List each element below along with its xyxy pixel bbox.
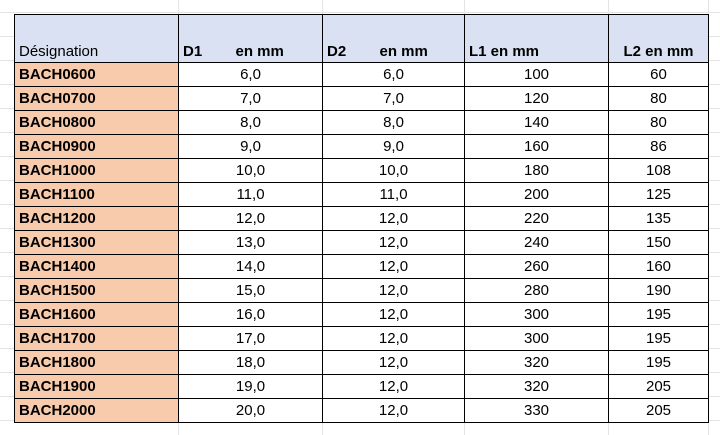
value-cell: 20,0 [178, 398, 323, 423]
header-row: Désignation D1 en mm D2 en mm L1 en mm L2 en… [14, 14, 709, 63]
table-row: BACH0700 7,0 7,0 120 80 [14, 86, 709, 111]
value-cell: 280 [464, 278, 609, 303]
value-cell: 80 [608, 86, 709, 111]
value-cell: 9,0 [178, 134, 323, 159]
designation-cell: BACH1800 [14, 350, 179, 375]
value-cell: 330 [464, 398, 609, 423]
table-row: BACH0800 8,0 8,0 140 80 [14, 110, 709, 135]
designation-cell: BACH0700 [14, 86, 179, 111]
value-cell: 205 [608, 398, 709, 423]
value-cell: 190 [608, 278, 709, 303]
value-cell: 200 [464, 182, 609, 207]
designation-cell: BACH0900 [14, 134, 179, 159]
value-cell: 205 [608, 374, 709, 399]
designation-cell: BACH1100 [14, 182, 179, 207]
value-cell: 12,0 [322, 350, 465, 375]
value-cell: 12,0 [322, 374, 465, 399]
value-cell: 13,0 [178, 230, 323, 255]
header-cell: L2 en mm [608, 14, 709, 63]
value-cell: 195 [608, 350, 709, 375]
value-cell: 220 [464, 206, 609, 231]
table-row: BACH1600 16,0 12,0 300 195 [14, 302, 709, 327]
designation-cell: BACH1200 [14, 206, 179, 231]
value-cell: 12,0 [322, 326, 465, 351]
header-cell: L1 en mm [464, 14, 609, 63]
value-cell: 125 [608, 182, 709, 207]
value-cell: 160 [608, 254, 709, 279]
table-row: BACH1100 11,0 11,0 200 125 [14, 182, 709, 207]
table-row: BACH1400 14,0 12,0 260 160 [14, 254, 709, 279]
value-cell: 12,0 [178, 206, 323, 231]
table-row: BACH2000 20,0 12,0 330 205 [14, 398, 709, 423]
value-cell: 9,0 [322, 134, 465, 159]
value-cell: 180 [464, 158, 609, 183]
designation-cell: BACH1000 [14, 158, 179, 183]
table-row: BACH1700 17,0 12,0 300 195 [14, 326, 709, 351]
value-cell: 320 [464, 374, 609, 399]
value-cell: 19,0 [178, 374, 323, 399]
designation-cell: BACH0800 [14, 110, 179, 135]
designation-cell: BACH1500 [14, 278, 179, 303]
designation-cell: BACH1600 [14, 302, 179, 327]
table-row: BACH1000 10,0 10,0 180 108 [14, 158, 709, 183]
value-cell: 14,0 [178, 254, 323, 279]
value-cell: 60 [608, 62, 709, 87]
value-cell: 17,0 [178, 326, 323, 351]
designation-cell: BACH1700 [14, 326, 179, 351]
value-cell: 18,0 [178, 350, 323, 375]
value-cell: 10,0 [178, 158, 323, 183]
value-cell: 11,0 [178, 182, 323, 207]
value-cell: 12,0 [322, 206, 465, 231]
value-cell: 120 [464, 86, 609, 111]
value-cell: 8,0 [322, 110, 465, 135]
table-row: BACH1800 18,0 12,0 320 195 [14, 350, 709, 375]
designation-cell: BACH1400 [14, 254, 179, 279]
designation-cell: BACH0600 [14, 62, 179, 87]
designation-cell: BACH1300 [14, 230, 179, 255]
table-row: BACH1200 12,0 12,0 220 135 [14, 206, 709, 231]
value-cell: 10,0 [322, 158, 465, 183]
table-row: BACH1500 15,0 12,0 280 190 [14, 278, 709, 303]
header-cell: D1 en mm [178, 14, 323, 63]
value-cell: 80 [608, 110, 709, 135]
value-cell: 12,0 [322, 398, 465, 423]
value-cell: 12,0 [322, 278, 465, 303]
value-cell: 300 [464, 302, 609, 327]
value-cell: 8,0 [178, 110, 323, 135]
header-cell: D2 en mm [322, 14, 465, 63]
value-cell: 195 [608, 302, 709, 327]
value-cell: 12,0 [322, 302, 465, 327]
value-cell: 135 [608, 206, 709, 231]
data-table: Désignation D1 en mm D2 en mm L1 en mm L2 en… [14, 14, 709, 423]
value-cell: 260 [464, 254, 609, 279]
value-cell: 6,0 [178, 62, 323, 87]
table-row: BACH0600 6,0 6,0 100 60 [14, 62, 709, 87]
value-cell: 86 [608, 134, 709, 159]
table-row: BACH0900 9,0 9,0 160 86 [14, 134, 709, 159]
value-cell: 12,0 [322, 254, 465, 279]
table-row: BACH1900 19,0 12,0 320 205 [14, 374, 709, 399]
designation-cell: BACH1900 [14, 374, 179, 399]
value-cell: 150 [608, 230, 709, 255]
value-cell: 240 [464, 230, 609, 255]
value-cell: 16,0 [178, 302, 323, 327]
value-cell: 6,0 [322, 62, 465, 87]
value-cell: 11,0 [322, 182, 465, 207]
value-cell: 300 [464, 326, 609, 351]
value-cell: 7,0 [178, 86, 323, 111]
value-cell: 12,0 [322, 230, 465, 255]
value-cell: 320 [464, 350, 609, 375]
value-cell: 15,0 [178, 278, 323, 303]
value-cell: 100 [464, 62, 609, 87]
header-cell: Désignation [14, 14, 179, 63]
value-cell: 140 [464, 110, 609, 135]
value-cell: 7,0 [322, 86, 465, 111]
table-row: BACH1300 13,0 12,0 240 150 [14, 230, 709, 255]
value-cell: 108 [608, 158, 709, 183]
value-cell: 160 [464, 134, 609, 159]
designation-cell: BACH2000 [14, 398, 179, 423]
value-cell: 195 [608, 326, 709, 351]
